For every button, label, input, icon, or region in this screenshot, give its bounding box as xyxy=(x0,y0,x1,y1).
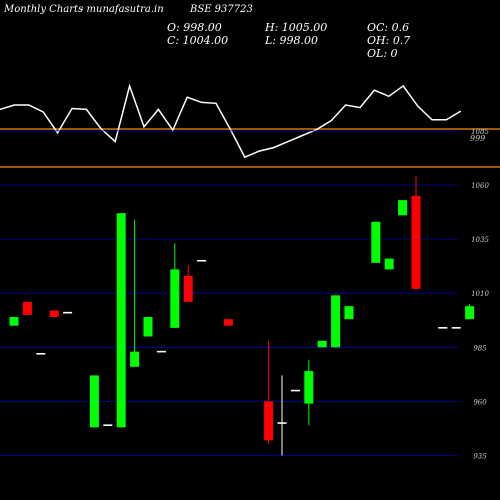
candle xyxy=(22,301,32,315)
candle-body xyxy=(411,195,421,289)
y-tick-label: 1085 xyxy=(471,128,489,136)
candle xyxy=(183,265,193,302)
indicator-line xyxy=(0,83,462,159)
y-tick-label: 1035 xyxy=(471,236,489,244)
indicator-reference-label: 999 xyxy=(470,134,485,143)
candle-body xyxy=(183,275,193,302)
oc-value: OC: 0.6 xyxy=(367,21,410,34)
y-tick-label: 960 xyxy=(473,398,487,406)
y-tick-label: 1010 xyxy=(471,290,489,298)
candle xyxy=(130,219,140,367)
candlestick-series xyxy=(9,176,475,456)
candle xyxy=(143,317,153,337)
candle xyxy=(264,340,274,445)
candle-body xyxy=(371,221,381,263)
candle-body xyxy=(317,340,327,348)
price-grid: 1085 1060 1035 1010 985 960 935 xyxy=(0,128,489,461)
candle-body xyxy=(9,317,19,326)
candle xyxy=(116,213,126,428)
candle xyxy=(344,306,354,320)
candle-body xyxy=(398,200,408,216)
candle-body xyxy=(223,319,233,326)
candle xyxy=(223,319,233,326)
low-value: L: 998.00 xyxy=(265,34,318,47)
candle xyxy=(331,295,341,348)
oh-value: OH: 0.7 xyxy=(367,34,411,47)
high-value: H: 1005.00 xyxy=(265,21,328,34)
candle xyxy=(49,310,59,318)
indicator-panel: 999 xyxy=(0,83,500,168)
candle-body xyxy=(89,375,99,428)
candle-body xyxy=(49,310,59,318)
candle xyxy=(317,340,327,348)
y-tick-label: 985 xyxy=(473,344,487,352)
candle xyxy=(89,375,99,428)
open-value: O: 998.00 xyxy=(167,21,222,34)
candle-body xyxy=(384,258,394,270)
candle xyxy=(384,258,394,270)
candle-body xyxy=(465,306,475,320)
candle xyxy=(398,200,408,216)
ol-value: OL: 0 xyxy=(367,47,398,60)
chart-title: Monthly Charts xyxy=(4,4,84,15)
candle-body xyxy=(170,269,180,328)
symbol-label: BSE 937723 xyxy=(190,4,253,15)
candle xyxy=(170,243,180,328)
candle-body xyxy=(116,213,126,428)
candle-body xyxy=(143,317,153,337)
y-tick-label: 935 xyxy=(473,453,487,461)
candle xyxy=(371,221,381,263)
candle-body xyxy=(22,301,32,315)
site-name: - munafasutra.in xyxy=(80,4,164,15)
candle xyxy=(465,304,475,320)
candle xyxy=(411,176,421,289)
candle-body xyxy=(304,371,314,404)
candle-body xyxy=(331,295,341,348)
close-value: C: 1004.00 xyxy=(167,34,229,47)
candle-body xyxy=(344,306,354,320)
candle-body xyxy=(264,401,274,441)
candle-body xyxy=(130,351,140,367)
candle xyxy=(277,375,287,456)
candle xyxy=(304,360,314,426)
candle xyxy=(9,317,19,326)
y-tick-label: 1060 xyxy=(471,182,489,190)
